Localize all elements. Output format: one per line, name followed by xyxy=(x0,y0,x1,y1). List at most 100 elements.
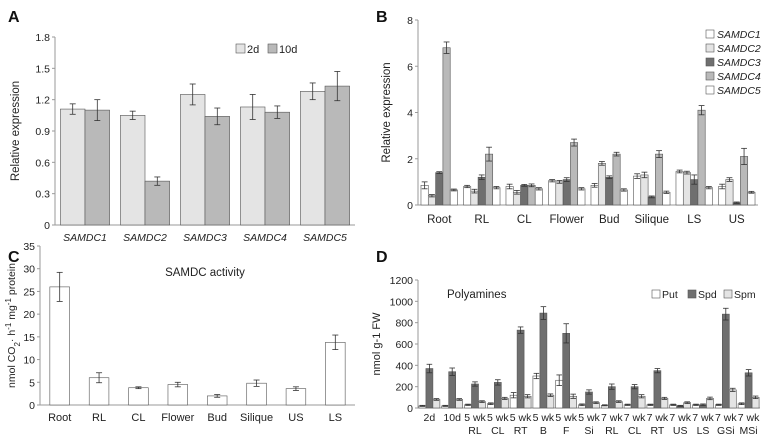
legend-swatch-b xyxy=(705,29,715,39)
bar-b-0-7 xyxy=(718,186,727,206)
bar-d-1-6 xyxy=(562,333,570,409)
x-tick-label-b: CL xyxy=(517,214,532,226)
x-tick-label-d: US xyxy=(673,425,688,437)
bar-d-2-0 xyxy=(432,399,441,409)
x-tick-label-c: CL xyxy=(131,412,145,424)
y-tick-label-a: 0.6 xyxy=(35,157,50,169)
y-axis-title-part-c: 2 xyxy=(13,342,22,347)
x-tick-label-c: Bud xyxy=(207,412,227,424)
x-tick-label-d: 5 wk xyxy=(555,412,577,424)
x-tick-label-d: 7 wk xyxy=(647,412,669,424)
bar-b-3-5 xyxy=(655,153,664,206)
bar-c-0-2 xyxy=(128,387,149,406)
bar-d-1-8 xyxy=(608,386,616,409)
x-tick-label-c: RL xyxy=(92,412,106,424)
bar-a-1-1 xyxy=(144,180,170,226)
x-tick-label-d: 5 wk xyxy=(487,412,509,424)
bar-b-3-3 xyxy=(570,142,579,206)
bar-b-0-4 xyxy=(590,185,599,206)
y-tick-label-b: 6 xyxy=(407,61,413,73)
y-axis-title-b: Relative expression xyxy=(381,62,393,162)
x-tick-label-b: LS xyxy=(687,214,701,226)
x-tick-label-d: 7 wk xyxy=(669,412,691,424)
bar-d-0-5 xyxy=(532,375,541,409)
y-axis-title-c: nmol CO2· h-1 mg-1 protein xyxy=(4,263,22,388)
bar-b-1-3 xyxy=(555,181,564,206)
x-tick-label-a: SAMDC5 xyxy=(303,232,347,244)
x-tick-label-d: RT xyxy=(650,425,664,437)
bar-a-0-3 xyxy=(240,106,266,226)
bar-c-0-3 xyxy=(167,384,188,406)
x-tick-label-d: LS xyxy=(697,425,710,437)
bar-b-4-3 xyxy=(577,188,586,206)
x-tick-label-d: 7 wk xyxy=(692,412,714,424)
bar-b-0-5 xyxy=(633,175,642,206)
bar-d-1-4 xyxy=(516,329,525,409)
bar-d-1-10 xyxy=(653,370,662,409)
bar-b-1-6 xyxy=(682,172,691,206)
x-tick-label-b: RL xyxy=(474,214,489,226)
x-tick-label-b: US xyxy=(729,214,745,226)
bar-d-1-5 xyxy=(539,312,548,409)
legend-swatch-d xyxy=(723,289,733,299)
panel-c: 0 5 10 15 20 25 30 35 Root RL CL Flower Bud Silique US… xyxy=(4,241,355,424)
y-tick-label-a: 0.3 xyxy=(35,189,50,201)
y-axis-title-part-c: protein xyxy=(6,263,18,298)
x-tick-label-d: 7 wk xyxy=(624,412,646,424)
bar-b-4-6 xyxy=(704,187,713,206)
x-tick-label-d: 5 wk xyxy=(464,412,486,424)
bar-d-1-14 xyxy=(744,372,753,409)
bar-b-4-7 xyxy=(747,191,756,206)
x-tick-label-a: SAMDC1 xyxy=(63,232,107,244)
bar-d-2-5 xyxy=(546,394,555,409)
y-axis-title-part-c: mg xyxy=(6,305,18,323)
bar-b-1-5 xyxy=(640,174,649,206)
y-tick-label-c: 15 xyxy=(23,332,35,344)
x-tick-label-d: CL xyxy=(628,425,642,437)
y-axis-title-d: nmol g-1 FW xyxy=(371,312,383,376)
bar-b-4-5 xyxy=(662,191,671,206)
legend-swatch-b xyxy=(705,85,715,95)
x-tick-label-a: SAMDC3 xyxy=(183,232,227,244)
bar-b-0-1 xyxy=(463,186,472,206)
legend-label-a: 2d xyxy=(247,44,259,56)
bar-c-0-6 xyxy=(285,388,307,406)
panel-b: 0 2 4 6 8 Root RL CL Flower Bud Silique LS US Relativ… xyxy=(381,15,761,226)
x-tick-label-d: B xyxy=(540,425,547,437)
bar-b-3-6 xyxy=(697,109,706,206)
y-tick-label-b: 2 xyxy=(407,154,413,166)
x-tick-label-c: Root xyxy=(48,412,71,424)
panel-a: 0 0.3 0.6 0.9 1.2 1.5 1.8 SAMDC1 SAMDC2 SAMDC3 SAM… xyxy=(10,32,355,244)
x-tick-label-c: Silique xyxy=(240,412,273,424)
y-axis-title-part-c: · h xyxy=(6,330,18,342)
x-tick-label-d: 5 wk xyxy=(533,412,555,424)
legend-label-d: Spm xyxy=(734,289,756,301)
y-axis-title-a: Relative expression xyxy=(10,81,22,181)
bar-b-2-3 xyxy=(562,179,571,206)
x-tick-label-d: 5 wk xyxy=(510,412,532,424)
legend-label-b: SAMDC2 xyxy=(717,43,761,55)
x-tick-label-b: Bud xyxy=(599,214,619,226)
bar-b-2-1 xyxy=(477,176,486,206)
legend-label-b: SAMDC1 xyxy=(717,29,761,41)
x-tick-label-b: Silique xyxy=(634,214,669,226)
bar-b-2-4 xyxy=(605,176,614,206)
y-tick-label-b: 0 xyxy=(407,200,413,212)
bar-d-1-2 xyxy=(471,383,479,409)
bar-d-1-9 xyxy=(630,386,639,409)
y-tick-label-d: 800 xyxy=(395,318,413,330)
bar-b-4-4 xyxy=(619,189,628,206)
y-axis-title-part-c: -1 xyxy=(4,322,13,330)
y-tick-label-a: 1.8 xyxy=(35,32,50,44)
y-tick-label-b: 8 xyxy=(407,15,413,27)
x-tick-label-d: F xyxy=(563,425,569,437)
chart-title-c: SAMDC activity xyxy=(165,267,245,279)
x-tick-label-d: 10d xyxy=(443,412,461,424)
y-tick-label-c: 30 xyxy=(23,264,35,276)
bar-d-2-1 xyxy=(455,399,463,409)
legend-swatch-b xyxy=(705,43,715,53)
y-tick-label-b: 4 xyxy=(407,108,413,120)
